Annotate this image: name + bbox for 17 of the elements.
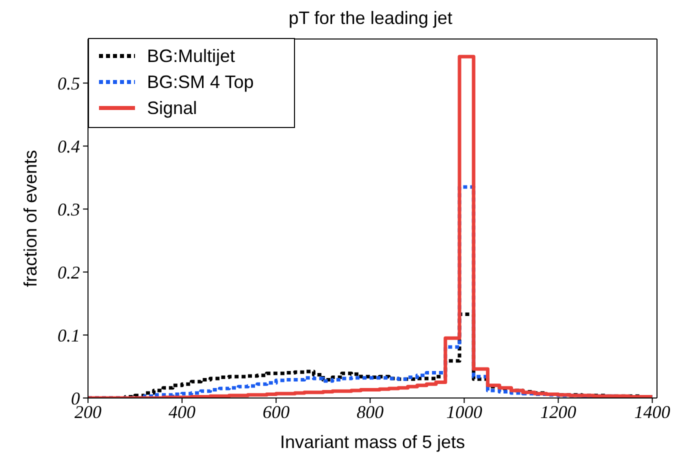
- chart-title: pT for the leading jet: [288, 8, 454, 29]
- x-tick-label: 600: [262, 402, 290, 422]
- y-tick-label: 0.4: [58, 136, 80, 156]
- y-tick-label: 0.3: [58, 199, 80, 220]
- y-tick-label: 0.2: [58, 262, 80, 282]
- y-axis-title: fraction of events: [20, 150, 40, 288]
- legend-label: BG:SM 4 Top: [147, 72, 254, 92]
- legend-label: BG:Multijet: [147, 46, 236, 66]
- x-axis-title: Invariant mass of 5 jets: [280, 432, 466, 452]
- x-tick-label: 1400: [634, 402, 670, 422]
- y-tick-label: 0.1: [58, 325, 80, 346]
- x-tick-label: 1200: [540, 402, 576, 422]
- x-tick-label: 1000: [446, 402, 482, 422]
- legend-label: Signal: [147, 98, 198, 118]
- x-tick-label: 800: [356, 402, 384, 422]
- y-tick-label: 0.5: [58, 73, 80, 94]
- x-tick-label: 400: [168, 402, 196, 422]
